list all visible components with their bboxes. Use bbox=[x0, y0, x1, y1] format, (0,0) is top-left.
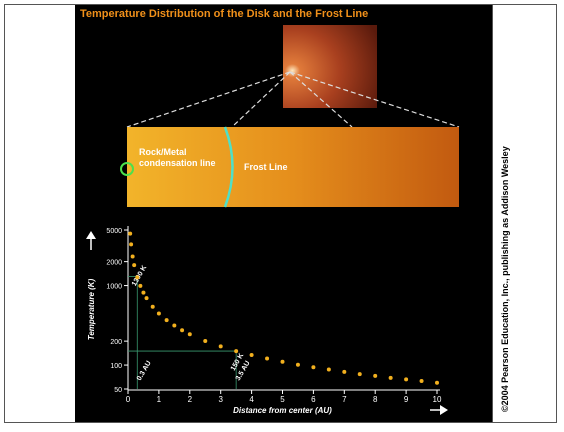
data-point bbox=[234, 349, 238, 353]
data-point bbox=[296, 363, 300, 367]
data-point bbox=[358, 372, 362, 376]
x-tick-label: 10 bbox=[433, 395, 442, 404]
data-point bbox=[129, 242, 133, 246]
frost-label: Frost Line bbox=[244, 162, 288, 172]
y-tick-label: 2000 bbox=[106, 260, 122, 267]
x-tick-label: 2 bbox=[188, 395, 193, 404]
data-point bbox=[131, 255, 135, 259]
data-point bbox=[180, 328, 184, 332]
data-point bbox=[435, 381, 439, 385]
x-tick-label: 8 bbox=[373, 395, 378, 404]
y-tick-label: 100 bbox=[110, 363, 122, 370]
x-tick-label: 0 bbox=[126, 395, 131, 404]
data-point bbox=[141, 291, 145, 295]
data-point bbox=[128, 232, 132, 236]
data-point bbox=[132, 263, 136, 267]
x-tick-label: 4 bbox=[249, 395, 254, 404]
x-tick-label: 5 bbox=[280, 395, 285, 404]
page: Temperature Distribution of the Disk and… bbox=[0, 0, 564, 427]
y-tick-label: 50 bbox=[114, 387, 122, 394]
data-point bbox=[145, 296, 149, 300]
x-tick-label: 1 bbox=[157, 395, 162, 404]
data-point bbox=[373, 374, 377, 378]
data-point bbox=[420, 379, 424, 383]
data-point bbox=[404, 377, 408, 381]
chart-title: Temperature Distribution of the Disk and… bbox=[80, 8, 368, 20]
y-tick-label: 5000 bbox=[106, 228, 122, 235]
y-tick-label: 200 bbox=[110, 339, 122, 346]
data-point bbox=[281, 360, 285, 364]
rock-metal-label: Rock/Metal condensation line bbox=[139, 147, 219, 169]
credit: ©2004 Pearson Education, Inc., publishin… bbox=[500, 146, 510, 412]
data-point bbox=[172, 324, 176, 328]
y-tick-label: 1000 bbox=[106, 284, 122, 291]
rock-metal-label-box: Rock/Metal condensation line bbox=[139, 147, 219, 192]
data-point bbox=[188, 332, 192, 336]
data-point bbox=[327, 367, 331, 371]
data-point bbox=[250, 353, 254, 357]
data-point bbox=[157, 311, 161, 315]
data-point bbox=[138, 284, 142, 288]
x-tick-label: 7 bbox=[342, 395, 347, 404]
data-point bbox=[203, 339, 207, 343]
y-axis-label: Temperature (K) bbox=[87, 278, 96, 340]
data-point bbox=[165, 318, 169, 322]
data-point bbox=[265, 356, 269, 360]
x-tick-label: 9 bbox=[404, 395, 409, 404]
data-point bbox=[151, 305, 155, 309]
data-point bbox=[389, 376, 393, 380]
x-tick-label: 3 bbox=[218, 395, 223, 404]
data-point bbox=[342, 370, 346, 374]
data-point bbox=[311, 365, 315, 369]
data-point bbox=[219, 344, 223, 348]
x-axis-label: Distance from center (AU) bbox=[233, 406, 332, 415]
data-point bbox=[135, 275, 139, 279]
x-tick-label: 6 bbox=[311, 395, 316, 404]
